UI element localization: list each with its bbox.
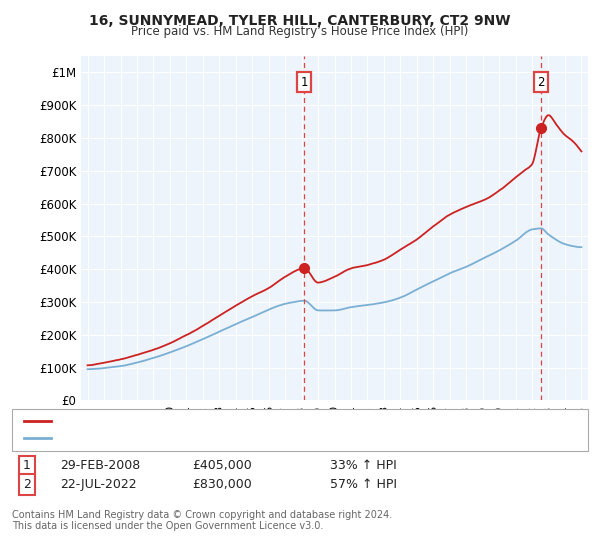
Text: £405,000: £405,000: [192, 459, 252, 473]
Text: 1: 1: [23, 459, 31, 473]
Text: 57% ↑ HPI: 57% ↑ HPI: [330, 478, 397, 491]
Text: 1: 1: [301, 76, 308, 88]
Text: 2: 2: [538, 76, 545, 88]
Text: 2: 2: [23, 478, 31, 491]
Text: Price paid vs. HM Land Registry’s House Price Index (HPI): Price paid vs. HM Land Registry’s House …: [131, 25, 469, 38]
Text: 16, SUNNYMEAD, TYLER HILL, CANTERBURY, CT2 9NW: 16, SUNNYMEAD, TYLER HILL, CANTERBURY, C…: [89, 14, 511, 28]
Text: 16, SUNNYMEAD, TYLER HILL, CANTERBURY, CT2 9NW (detached house): 16, SUNNYMEAD, TYLER HILL, CANTERBURY, C…: [55, 416, 459, 426]
Text: 22-JUL-2022: 22-JUL-2022: [60, 478, 137, 491]
Text: HPI: Average price, detached house, Canterbury: HPI: Average price, detached house, Cant…: [55, 433, 325, 443]
Text: Contains HM Land Registry data © Crown copyright and database right 2024.
This d: Contains HM Land Registry data © Crown c…: [12, 510, 392, 531]
Text: 29-FEB-2008: 29-FEB-2008: [60, 459, 140, 473]
Text: £830,000: £830,000: [192, 478, 252, 491]
Text: 33% ↑ HPI: 33% ↑ HPI: [330, 459, 397, 473]
